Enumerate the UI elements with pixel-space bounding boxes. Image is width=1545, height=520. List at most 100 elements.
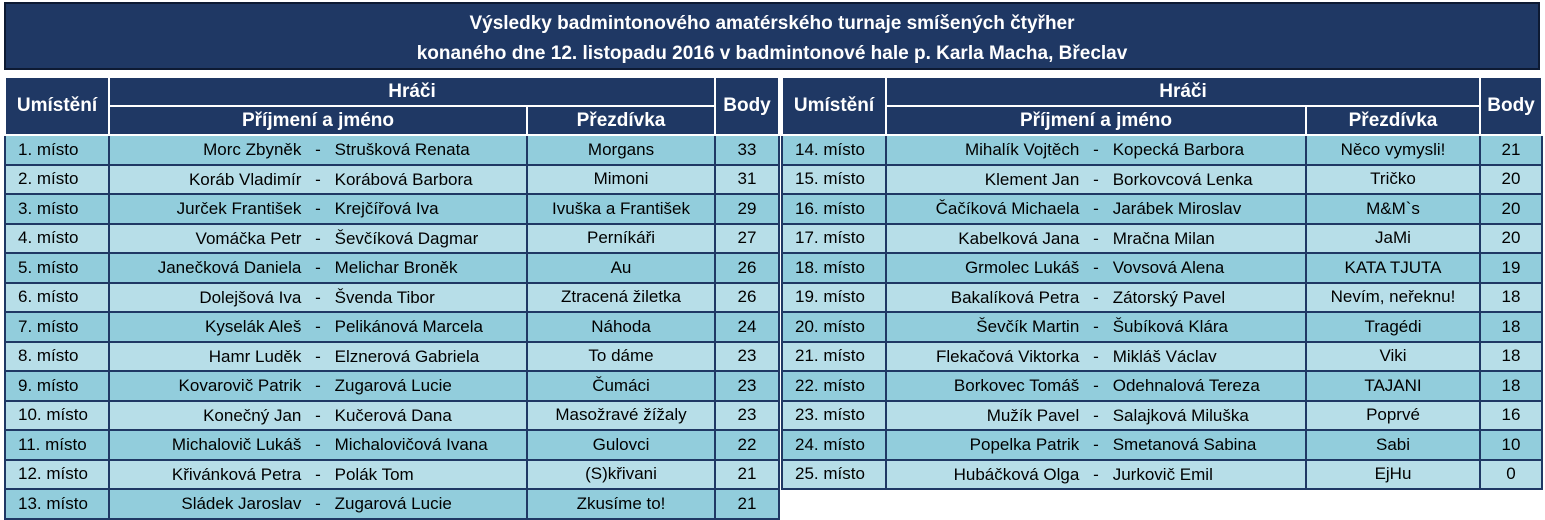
player-separator: - [1093,169,1099,189]
points-cell: 10 [1479,429,1543,461]
players-cell: Morc Zbyněk - Strušková Renata [108,134,528,166]
player-separator: - [1093,435,1099,454]
player-2: Mikláš Václav [1112,346,1217,366]
table-row: 6. místo Dolejšová Iva - Švenda Tibor Ztrace… [4,281,780,313]
nickname-cell: Masožravé žížaly [526,399,716,431]
player-separator: - [1093,317,1099,336]
nickname-cell: Čumáci [526,370,716,402]
points-cell: 16 [1479,399,1543,431]
player-separator: - [1093,140,1099,159]
points-cell: 26 [714,252,780,284]
place-cell: 25. místo [781,458,887,490]
player-1: Flekačová Viktorka [935,346,1080,366]
header-players: Hráči [885,76,1481,107]
player-1: Mužík Pavel [986,405,1080,425]
points-cell: 23 [714,399,780,431]
table-row: 10. místo Konečný Jan - Kučerová Dana Masožr… [4,399,780,431]
points-cell: 31 [714,163,780,195]
title-line-2: konaného dne 12. listopadu 2016 v badmin… [416,43,1128,64]
player-1: Ševčík Martin [976,317,1080,336]
player-separator: - [315,169,321,189]
place-cell: 19. místo [781,281,887,313]
points-cell: 21 [1479,134,1543,166]
players-cell: Vomáčka Petr - Ševčíková Dagmar [108,222,528,254]
header-players: Hráči [108,76,716,107]
nickname-cell: Gulovci [526,429,716,461]
place-cell: 21. místo [781,340,887,372]
table-row: 20. místo Ševčík Martin - Šubíková Klára Tra… [781,311,1543,343]
player-separator: - [315,494,321,513]
place-cell: 10. místo [4,399,110,431]
player-2: Vovsová Alena [1112,258,1225,277]
player-separator: - [315,464,321,484]
players-cell: Mihalík Vojtěch - Kopecká Barbora [885,134,1307,166]
place-cell: 14. místo [781,134,887,166]
player-1: Křivánková Petra [171,464,302,484]
table-row: 17. místo Kabelková Jana - Mračna Milan JaMi… [781,222,1543,254]
place-cell: 20. místo [781,311,887,343]
points-cell: 18 [1479,370,1543,402]
player-1: Janečková Daniela [157,258,302,277]
header-names: Příjmení a jméno [108,105,528,136]
place-cell: 1. místo [4,134,110,166]
player-separator: - [315,258,321,277]
points-cell: 18 [1479,281,1543,313]
nickname-cell: Ztracená žiletka [526,281,716,313]
nickname-cell: Viki [1305,340,1481,372]
table-row: 24. místo Popelka Patrik - Smetanová Sabina… [781,429,1543,461]
player-1: Vomáčka Petr [195,228,302,248]
nickname-cell: Zkusíme to! [526,488,716,520]
player-separator: - [1093,405,1099,425]
table-row: 19. místo Bakalíková Petra - Zátorský Pavel… [781,281,1543,313]
player-1: Čačíková Michaela [935,199,1080,218]
points-cell: 21 [714,488,780,520]
points-cell: 33 [714,134,780,166]
player-2: Jurkovič Emil [1112,464,1213,484]
player-separator: - [1093,376,1099,395]
table-row: 8. místo Hamr Luděk - Elznerová Gabriela To … [4,340,780,372]
points-cell: 24 [714,311,780,343]
nickname-cell: Tragédi [1305,311,1481,343]
table-row: 18. místo Grmolec Lukáš - Vovsová Alena KATA… [781,252,1543,284]
player-separator: - [1093,287,1099,307]
nickname-cell: KATA TJUTA [1305,252,1481,284]
player-1: Klement Jan [984,169,1080,189]
place-cell: 13. místo [4,488,110,520]
player-1: Jurček František [176,199,302,218]
place-cell: 18. místo [781,252,887,284]
points-cell: 21 [714,458,780,490]
place-cell: 6. místo [4,281,110,313]
player-2: Mračna Milan [1112,228,1215,248]
player-2: Korábová Barbora [334,169,473,189]
player-separator: - [315,376,321,395]
table-row: 11. místo Michalovič Lukáš - Michalovičová … [4,429,780,461]
place-cell: 3. místo [4,193,110,225]
table-row: 14. místo Mihalík Vojtěch - Kopecká Barbora… [781,134,1543,166]
nickname-cell: (S)křivani [526,458,716,490]
place-cell: 22. místo [781,370,887,402]
player-1: Michalovič Lukáš [171,435,302,454]
header-points: Body [714,76,780,136]
player-2: Elznerová Gabriela [334,346,480,366]
player-separator: - [315,199,321,218]
player-1: Hubáčková Olga [953,464,1080,484]
player-2: Pelikánová Marcela [334,317,483,336]
results-table-left: Umístění Hráči Body Příjmení a jméno Pře… [4,76,780,520]
players-cell: Dolejšová Iva - Švenda Tibor [108,281,528,313]
players-cell: Popelka Patrik - Smetanová Sabina [885,429,1307,461]
points-cell: 23 [714,340,780,372]
player-separator: - [315,140,321,159]
player-1: Morc Zbyněk [203,140,302,159]
player-2: Michalovičová Ivana [334,435,488,454]
points-cell: 26 [714,281,780,313]
players-cell: Kyselák Aleš - Pelikánová Marcela [108,311,528,343]
place-cell: 2. místo [4,163,110,195]
player-2: Zugarová Lucie [334,376,452,395]
table-row: 9. místo Kovarovič Patrik - Zugarová Lucie Č… [4,370,780,402]
player-2: Švenda Tibor [334,287,435,307]
player-separator: - [315,435,321,454]
player-separator: - [315,346,321,366]
results-title: Výsledky badmintonového amatérského turn… [4,2,1540,70]
player-2: Salajková Miluška [1112,405,1249,425]
player-2: Zugarová Lucie [334,494,452,513]
